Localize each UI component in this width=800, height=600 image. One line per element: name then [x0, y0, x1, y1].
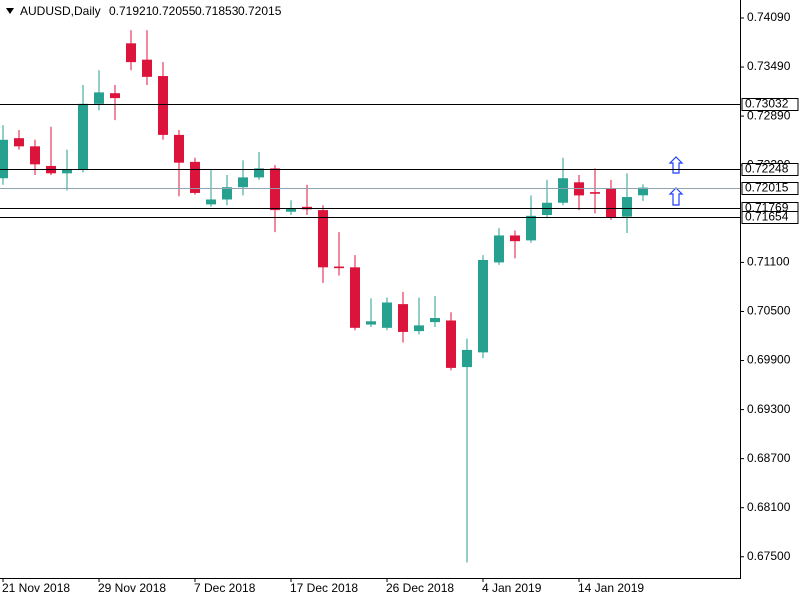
candle-body — [446, 320, 456, 368]
x-tick-label: 4 Jan 2019 — [482, 581, 542, 595]
candle-body — [382, 302, 392, 328]
candle-body — [366, 321, 376, 325]
header-high: 0.72055 — [152, 4, 196, 18]
candle-body — [350, 267, 360, 328]
candle-body — [238, 177, 248, 188]
candle-body — [94, 92, 104, 104]
y-tick-label: 0.71100 — [747, 255, 790, 269]
y-tick-label: 0.74090 — [747, 10, 791, 24]
candle-body — [126, 43, 136, 63]
x-tick-label: 14 Jan 2019 — [578, 581, 644, 595]
candle-body — [414, 325, 424, 332]
candle-body — [30, 146, 40, 165]
level-label: 0.73032 — [745, 97, 789, 111]
candle-body — [526, 215, 536, 241]
candle-body — [62, 169, 72, 174]
candle-body — [398, 304, 408, 332]
candle-body — [110, 93, 120, 99]
x-tick-label: 26 Dec 2018 — [386, 581, 454, 595]
candle-body — [638, 187, 648, 196]
candle-body — [174, 134, 184, 163]
candle-body — [318, 210, 328, 268]
collapse-icon[interactable] — [6, 8, 14, 14]
candle-body — [510, 235, 520, 242]
candle-body — [222, 187, 232, 200]
level-label: 0.71654 — [745, 210, 789, 224]
level-tag — [741, 163, 799, 176]
level-tag — [741, 98, 799, 111]
candle-body — [462, 349, 472, 368]
candle-body — [286, 208, 296, 212]
header-open: 0.71921 — [109, 4, 153, 18]
y-tick-label: 0.69300 — [747, 402, 791, 416]
candle-body — [430, 318, 440, 323]
y-tick-label: 0.73490 — [747, 59, 791, 73]
x-tick-label: 29 Nov 2018 — [98, 581, 166, 595]
x-tick-label: 7 Dec 2018 — [194, 581, 256, 595]
candle-body — [478, 259, 488, 353]
level-tag — [741, 211, 799, 224]
candle-body — [590, 192, 600, 194]
candle-body — [142, 59, 152, 77]
candle-body — [14, 138, 24, 147]
symbol-label: AUDUSD,Daily — [20, 4, 101, 18]
level-label: 0.72248 — [745, 162, 789, 176]
y-tick-label: 0.69900 — [747, 353, 791, 367]
y-tick-label: 0.68700 — [747, 451, 791, 465]
y-tick-label: 0.70500 — [747, 304, 791, 318]
y-tick-label: 0.68100 — [747, 500, 791, 514]
header-low: 0.71853 — [195, 4, 239, 18]
candle-body — [158, 76, 168, 135]
x-tick-label: 21 Nov 2018 — [2, 581, 70, 595]
candle-body — [270, 168, 280, 211]
up-arrow — [668, 187, 684, 206]
candle-body — [558, 178, 568, 203]
x-tick-label: 17 Dec 2018 — [290, 581, 358, 595]
candle-body — [0, 139, 8, 179]
candle-body — [494, 235, 504, 263]
y-tick-label: 0.67500 — [747, 549, 791, 563]
candle-body — [254, 168, 264, 178]
candle-body — [622, 197, 632, 217]
candle-body — [78, 103, 88, 171]
header-close: 0.72015 — [238, 4, 282, 18]
y-tick-label: 0.72890 — [747, 108, 791, 122]
candle-body — [334, 266, 344, 269]
candle-body — [206, 199, 216, 205]
level-tag — [741, 182, 799, 195]
candle-body — [190, 161, 200, 193]
level-label: 0.72015 — [745, 181, 789, 195]
candle-body — [606, 188, 616, 218]
